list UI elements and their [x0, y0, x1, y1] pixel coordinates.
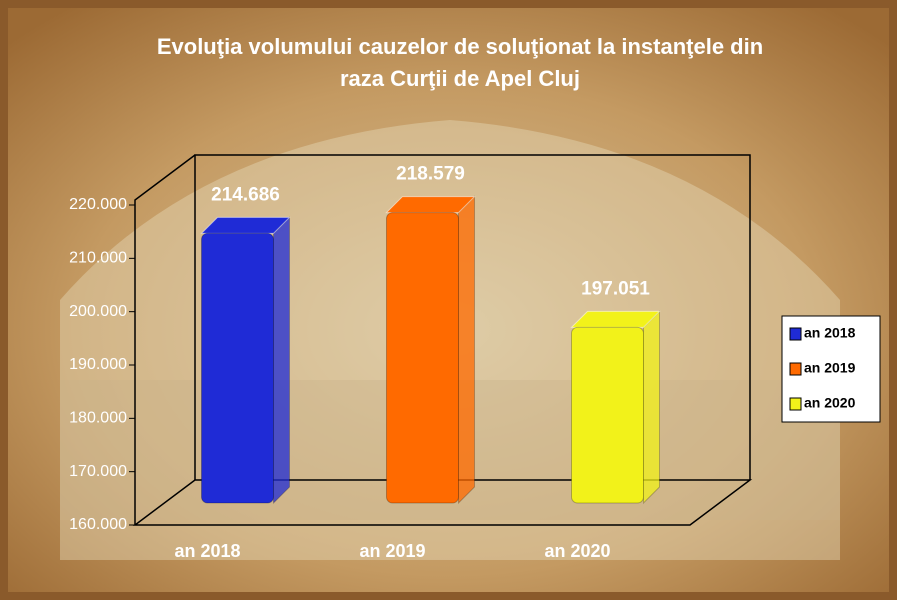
legend-label: an 2020: [804, 395, 856, 411]
y-tick-label: 170.000: [69, 463, 127, 480]
y-tick-label: 190.000: [69, 356, 127, 373]
legend-label: an 2018: [804, 325, 856, 341]
bar: [202, 233, 274, 503]
y-tick-label: 220.000: [69, 196, 127, 213]
value-label: 214.686: [211, 184, 280, 205]
y-tick-label: 160.000: [69, 516, 127, 533]
bar: [387, 213, 459, 503]
x-tick-label: an 2020: [544, 541, 610, 561]
bar-top: [572, 311, 660, 327]
y-tick-label: 200.000: [69, 303, 127, 320]
bar-top: [202, 217, 290, 233]
x-tick-label: an 2018: [174, 541, 240, 561]
bar-side: [459, 197, 475, 503]
value-label: 218.579: [396, 164, 465, 185]
chart: Evoluţia volumului cauzelor de soluţiona…: [0, 0, 897, 600]
x-tick-label: an 2019: [359, 541, 425, 561]
bar-group: [387, 197, 475, 503]
bar: [572, 327, 644, 503]
legend-swatch: [790, 328, 801, 340]
bar-group: [202, 217, 290, 503]
legend-swatch: [790, 363, 801, 375]
bar-side: [644, 311, 660, 503]
bar-side: [274, 217, 290, 503]
legend-swatch: [790, 398, 801, 410]
legend-label: an 2019: [804, 360, 856, 376]
bar-top: [387, 197, 475, 213]
y-tick-label: 180.000: [69, 410, 127, 427]
y-tick-label: 210.000: [69, 250, 127, 267]
bar-group: [572, 311, 660, 503]
value-label: 197.051: [581, 278, 650, 299]
